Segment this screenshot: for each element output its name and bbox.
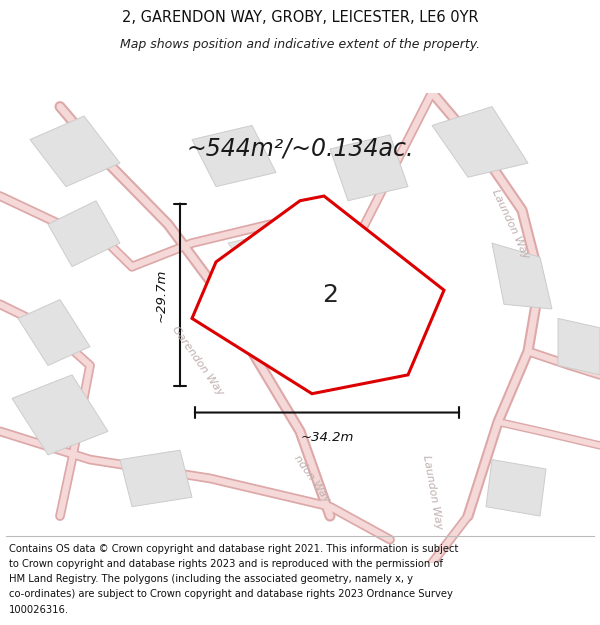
Polygon shape [192,126,276,187]
Text: HM Land Registry. The polygons (including the associated geometry, namely x, y: HM Land Registry. The polygons (includin… [9,574,413,584]
Text: ~29.7m: ~29.7m [155,268,168,321]
Text: Garendon Way: Garendon Way [170,324,226,398]
Text: co-ordinates) are subject to Crown copyright and database rights 2023 Ordnance S: co-ordinates) are subject to Crown copyr… [9,589,453,599]
Polygon shape [558,318,600,375]
Text: Laundon Way: Laundon Way [421,454,443,531]
Text: Contains OS data © Crown copyright and database right 2021. This information is : Contains OS data © Crown copyright and d… [9,544,458,554]
Polygon shape [486,459,546,516]
Polygon shape [228,224,348,290]
Polygon shape [48,201,120,267]
Text: to Crown copyright and database rights 2023 and is reproduced with the permissio: to Crown copyright and database rights 2… [9,559,443,569]
Polygon shape [30,116,120,187]
Polygon shape [192,196,444,394]
Polygon shape [12,375,108,455]
Polygon shape [492,243,552,309]
Polygon shape [330,135,408,201]
Text: Laundon Way: Laundon Way [490,188,530,261]
Polygon shape [18,299,90,366]
Text: ~544m²/~0.134ac.: ~544m²/~0.134ac. [186,137,414,161]
Text: ~34.2m: ~34.2m [301,431,353,444]
Text: 100026316.: 100026316. [9,604,69,614]
Text: 2: 2 [322,283,338,307]
Text: 2, GARENDON WAY, GROBY, LEICESTER, LE6 0YR: 2, GARENDON WAY, GROBY, LEICESTER, LE6 0… [122,10,478,25]
Polygon shape [432,107,528,178]
Text: ndon Way: ndon Way [292,453,332,504]
Text: Map shows position and indicative extent of the property.: Map shows position and indicative extent… [120,38,480,51]
Polygon shape [120,450,192,507]
